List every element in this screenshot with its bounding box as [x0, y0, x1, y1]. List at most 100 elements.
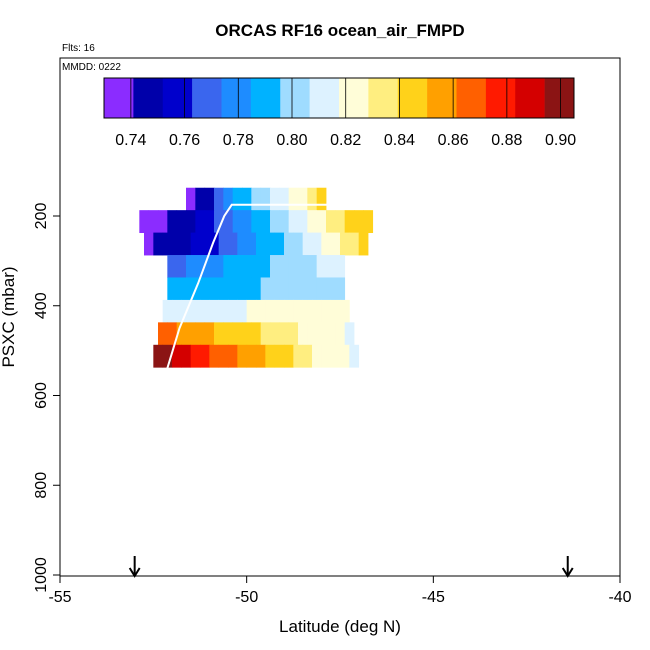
profile-line	[152, 203, 565, 419]
colorbar-swatch	[133, 78, 164, 118]
heatmap-cell	[195, 187, 206, 211]
heatmap-cell	[335, 255, 346, 278]
heatmap-cell	[232, 255, 243, 278]
heatmap-cell	[270, 277, 280, 301]
y-tick-label: 1000	[33, 557, 50, 593]
heatmap-cell	[246, 299, 257, 323]
heatmap-cell	[176, 277, 187, 301]
heatmap-cell	[209, 344, 220, 368]
heatmap-cell	[190, 232, 201, 256]
y-tick-label: 200	[33, 203, 50, 230]
heatmap-cell	[232, 277, 243, 301]
heatmap-cell	[279, 210, 290, 234]
heatmap-cell	[190, 344, 201, 368]
x-axis-label: Latitude (deg N)	[279, 617, 401, 636]
heatmap-cell	[242, 277, 252, 301]
heatmap-cell	[340, 299, 350, 323]
heatmap-cell	[298, 255, 308, 278]
chart-title: ORCAS RF16 ocean_air_FMPD	[215, 21, 464, 40]
heatmap-cell	[284, 232, 294, 256]
heatmap-cell	[195, 210, 206, 234]
colorbar-swatch	[221, 78, 252, 118]
heatmap-cell	[232, 210, 243, 234]
flights-annotation: Flts: 16	[62, 43, 95, 54]
flight-markers	[128, 556, 574, 578]
heatmap-cell	[312, 232, 322, 256]
y-tick-label: 600	[33, 382, 50, 409]
heatmap-cell	[167, 277, 178, 301]
heatmap-cell	[218, 344, 229, 368]
colorbar-tick-label: 0.80	[276, 132, 307, 149]
heatmap-cell	[195, 322, 206, 346]
heatmap-cell	[293, 232, 304, 256]
heatmap-cell	[284, 344, 294, 368]
heatmap-cell	[251, 187, 262, 211]
heatmap-cell	[288, 187, 299, 211]
heatmap-cell	[153, 344, 164, 368]
colorbar-swatch	[485, 78, 516, 118]
heatmap-cell	[335, 322, 346, 346]
heatmap-cell	[335, 210, 346, 234]
heatmap-cell	[316, 277, 327, 301]
colorbar-frame	[103, 77, 575, 119]
heatmap-cell	[172, 299, 182, 323]
colorbar-tick-label: 0.76	[169, 132, 200, 149]
heatmap-cell	[358, 232, 369, 256]
heatmap-cell	[144, 232, 154, 256]
heatmap-cell	[298, 210, 308, 234]
heatmap-cell	[162, 232, 173, 256]
heatmap-cell	[349, 344, 360, 368]
colorbar-swatch	[192, 78, 222, 118]
heatmap-cell	[256, 344, 266, 368]
heatmap-cell	[158, 210, 168, 234]
x-tick-label: -45	[422, 589, 445, 606]
heatmap-cell	[153, 232, 164, 256]
heatmap-cell	[218, 299, 229, 323]
heatmap-cell	[270, 255, 280, 278]
heatmap-cell	[260, 210, 271, 234]
heatmap-cell	[237, 299, 248, 323]
heatmap-cell	[344, 210, 355, 234]
heatmap-cell	[321, 299, 332, 323]
colorbar-tick-label: 0.88	[491, 132, 522, 149]
heatmap-cell	[284, 299, 294, 323]
heatmap-cell	[190, 299, 201, 323]
heatmap-cell	[298, 187, 308, 211]
heatmap-cell	[214, 322, 224, 346]
heatmap-cell	[237, 232, 248, 256]
colorbar-swatch	[339, 78, 369, 118]
y-tick-label: 800	[33, 472, 50, 499]
heatmap-cell	[242, 255, 252, 278]
heatmap-cell	[265, 299, 276, 323]
x-axis: -55 -50 -45 -40	[48, 576, 632, 606]
heatmap-cell	[279, 255, 290, 278]
heatmap-cell	[288, 277, 299, 301]
heatmap-cell	[186, 322, 196, 346]
heatmap-cell	[307, 255, 318, 278]
heatmap-cell	[162, 299, 173, 323]
heatmap-cell	[293, 344, 304, 368]
colorbar-swatch	[515, 78, 545, 118]
heatmap-cell	[340, 344, 350, 368]
heatmap-cell	[251, 277, 262, 301]
heatmap-cell	[260, 255, 271, 278]
heatmap-cell	[139, 210, 150, 234]
heatmap-cell	[200, 344, 210, 368]
heatmap-cell	[242, 187, 252, 211]
heatmap-cell	[270, 187, 280, 211]
down-arrow-head-icon	[561, 567, 574, 578]
heatmap-cell	[242, 210, 252, 234]
heatmap-cell	[204, 210, 215, 234]
heatmap-cell	[176, 210, 187, 234]
heatmap-cell	[330, 299, 341, 323]
colorbar-swatch	[309, 78, 340, 118]
heatmap-cell	[251, 255, 262, 278]
heatmap-cell	[172, 232, 182, 256]
heatmap-cell	[195, 277, 206, 301]
heatmap-cell	[312, 344, 322, 368]
heatmap-cell	[186, 187, 196, 211]
heatmap-cell	[326, 210, 336, 234]
heatmap-cell	[302, 344, 313, 368]
heatmap-cell	[330, 232, 341, 256]
